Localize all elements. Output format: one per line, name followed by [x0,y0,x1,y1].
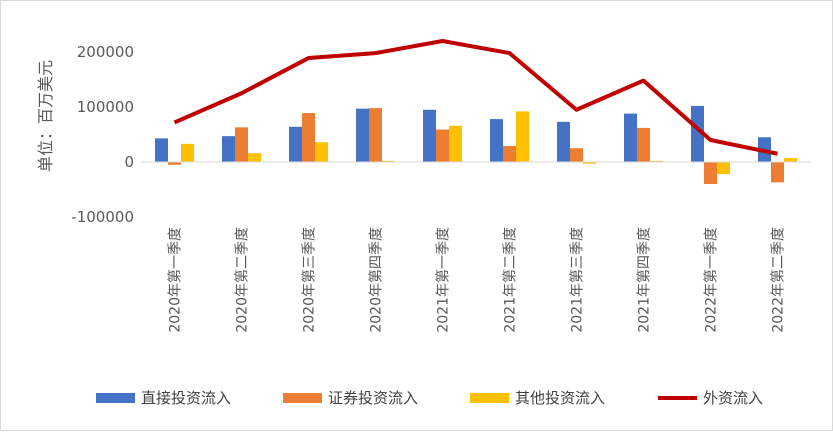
bar-3 [784,158,797,162]
bar-3 [315,142,328,162]
bar-2 [570,148,583,162]
bar-3 [717,162,730,175]
bar-2 [771,162,784,183]
category-label: 2022年第二季度 [770,227,787,333]
legend-swatch [96,393,135,403]
category-label: 2020年第二季度 [234,227,251,333]
bar-2 [369,108,382,162]
category-label: 2021年第二季度 [502,227,519,333]
bar-1 [624,113,637,162]
category-label: 2020年第三季度 [301,227,318,333]
bar-3 [650,160,663,162]
category-label: 2021年第一季度 [435,227,452,333]
bar-3 [583,162,596,164]
legend-label: 直接投资流入 [141,389,231,407]
category-label: 2020年第四季度 [368,227,385,333]
bar-1 [222,136,235,162]
bar-1 [423,109,436,162]
category-label: 2021年第四季度 [636,227,653,333]
y-axis-label: 单位：百万美元 [36,60,55,172]
bar-3 [382,160,395,162]
bar-2 [503,146,516,162]
bar-1 [155,138,168,162]
legend-label: 证券投资流入 [328,389,418,407]
category-label: 2021年第三季度 [569,227,586,333]
bar-1 [490,119,503,162]
legend: 直接投资流入 证券投资流入 其他投资流入 外资流入 [96,389,763,407]
bar-2 [168,162,181,165]
bar-2 [302,113,315,162]
y-tick-label: -100000 [71,208,134,226]
bar-3 [449,125,462,162]
bar-3 [516,111,529,162]
category-labels: 2020年第一季度 2020年第二季度 2020年第三季度 2020年第四季度 2021… [167,227,787,333]
bar-3 [181,143,194,162]
bar-2 [235,127,248,162]
bar-1 [557,121,570,162]
bar-2 [637,127,650,162]
line-series [173,39,778,156]
legend-swatch [470,393,509,403]
bar-2 [436,129,449,162]
legend-label: 外资流入 [703,389,763,407]
bars [155,105,797,184]
category-label: 2020年第一季度 [167,227,184,333]
bar-3 [248,153,261,162]
y-tick-label: 200000 [77,43,134,61]
bar-1 [356,108,369,162]
bar-2 [704,162,717,184]
y-tick-label: 100000 [77,98,134,116]
series-line [173,39,778,156]
y-tick-labels: 200000 100000 0 -100000 [71,43,134,226]
legend-swatch [283,393,322,403]
bar-1 [289,126,302,162]
category-label: 2022年第一季度 [703,227,720,333]
legend-label: 其他投资流入 [515,389,605,407]
y-tick-label: 0 [124,153,134,171]
bar-1 [691,105,704,162]
